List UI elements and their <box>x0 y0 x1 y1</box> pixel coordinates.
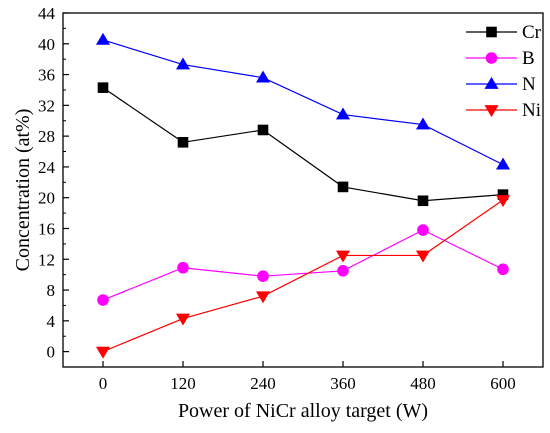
axes: 0 120 240 360 480 600 0 4 8 12 16 20 24 28 32 36 40 44 <box>38 4 516 393</box>
x-tick-label: 360 <box>330 374 356 393</box>
series-b <box>97 224 509 306</box>
y-tick-label: 16 <box>38 219 55 238</box>
legend-label-ni: Ni <box>522 100 541 121</box>
data-point-ni <box>495 195 511 208</box>
legend-marker-ni <box>484 105 499 118</box>
x-tick-label: 600 <box>490 374 516 393</box>
data-point-cr <box>417 195 429 207</box>
series-line-b <box>102 229 504 301</box>
y-tick-label: 4 <box>47 312 56 331</box>
y-tick-label: 12 <box>38 250 55 269</box>
y-axis-title: Concentration (at%) <box>12 109 34 272</box>
legend-label-b: B <box>522 48 535 69</box>
data-point-b <box>497 263 509 276</box>
y-tick-label: 32 <box>38 96 55 115</box>
x-tick-label: 480 <box>410 374 436 393</box>
data-point-n <box>95 32 111 45</box>
data-point-cr <box>257 124 269 136</box>
data-point-cr <box>337 181 349 193</box>
data-point-n <box>175 57 191 70</box>
legend-label-n: N <box>522 74 536 95</box>
y-tick-label: 8 <box>47 281 56 300</box>
legend-marker-cr <box>486 26 497 38</box>
legend-item-ni: Ni <box>466 100 541 121</box>
series-ni <box>95 195 511 359</box>
legend-label-cr: Cr <box>522 22 542 43</box>
data-point-cr <box>97 82 109 93</box>
data-point-b <box>177 261 189 274</box>
y-tick-label: 36 <box>38 66 55 85</box>
data-point-b <box>97 294 109 306</box>
x-tick-label: 240 <box>250 374 276 393</box>
data-point-ni <box>175 313 191 326</box>
y-tick-label: 20 <box>38 189 55 208</box>
series-layer <box>95 32 511 359</box>
plot-frame <box>62 12 544 368</box>
data-point-ni <box>415 250 431 263</box>
data-point-b <box>337 265 349 277</box>
y-tick-label: 0 <box>47 343 56 362</box>
legend-item-n: N <box>466 74 536 95</box>
series-cr <box>97 82 509 207</box>
data-point-n <box>255 70 271 83</box>
data-point-b <box>417 224 429 236</box>
x-tick-label: 120 <box>170 374 196 393</box>
x-tick-label: 0 <box>99 374 108 393</box>
y-tick-label: 44 <box>38 4 56 23</box>
legend-item-b: B <box>466 48 535 69</box>
data-point-ni <box>255 291 271 304</box>
data-point-ni <box>335 250 351 263</box>
data-point-n <box>335 107 351 120</box>
legend-marker-n <box>484 76 499 89</box>
series-line-n <box>102 39 504 166</box>
y-tick-label: 24 <box>38 158 56 177</box>
series-n <box>95 32 511 170</box>
series-line-ni <box>102 199 504 353</box>
y-tick-label: 28 <box>38 127 55 146</box>
y-tick-label: 40 <box>38 35 55 54</box>
legend: Cr BN Ni <box>466 22 542 121</box>
legend-item-cr: Cr <box>466 22 542 43</box>
data-point-cr <box>177 136 189 148</box>
data-point-b <box>257 270 269 282</box>
data-point-n <box>415 117 431 130</box>
data-point-ni <box>95 346 111 359</box>
legend-marker-b <box>485 52 498 64</box>
x-axis-title: Power of NiCr alloy target (W) <box>178 400 428 422</box>
data-point-n <box>495 157 511 170</box>
series-line-cr <box>102 87 504 202</box>
